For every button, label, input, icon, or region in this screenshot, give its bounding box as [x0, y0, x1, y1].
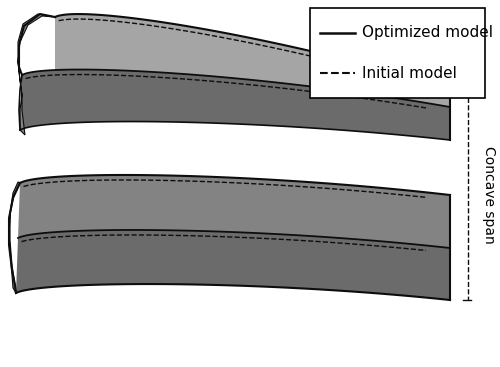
Polygon shape	[16, 230, 450, 300]
Polygon shape	[18, 14, 55, 135]
Text: Initial model: Initial model	[362, 65, 457, 80]
Text: Concave span: Concave span	[482, 146, 496, 244]
Polygon shape	[22, 14, 450, 107]
Polygon shape	[20, 69, 450, 140]
Bar	[310, 8, 485, 98]
Text: Optimized model: Optimized model	[362, 25, 493, 40]
Polygon shape	[18, 175, 450, 248]
Polygon shape	[9, 182, 20, 293]
